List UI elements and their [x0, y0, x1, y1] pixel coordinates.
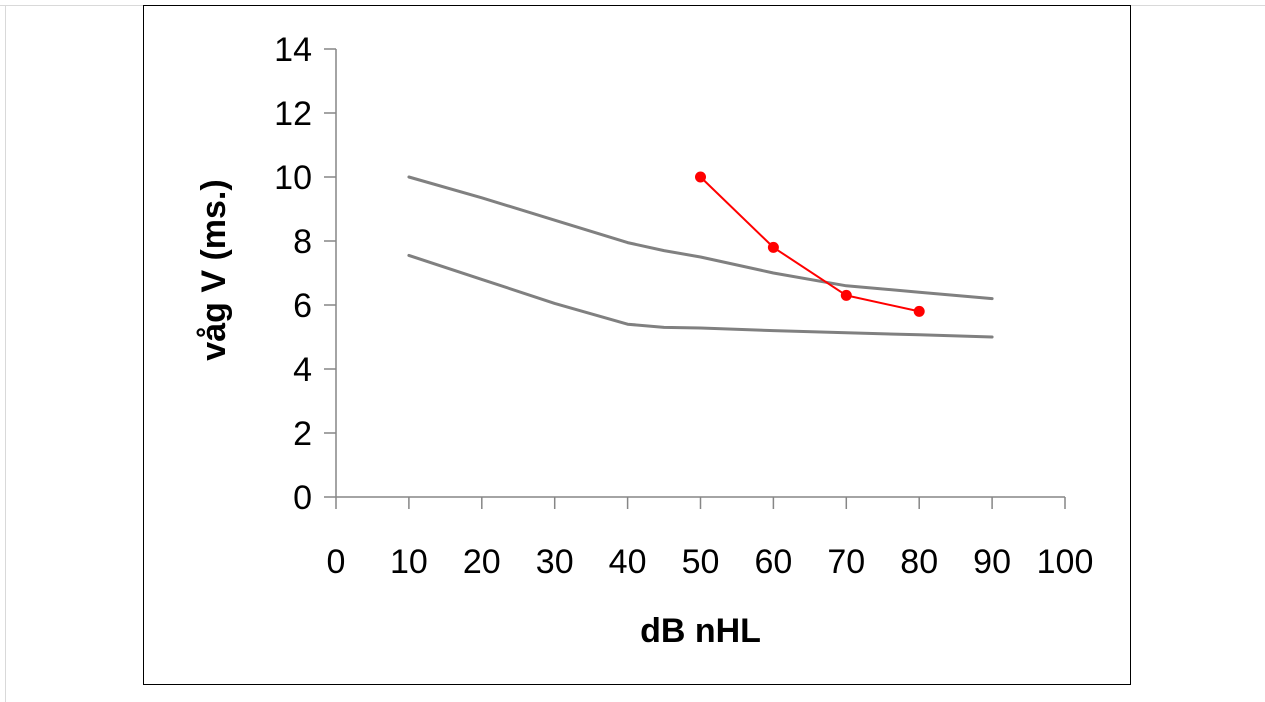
- y-tick-label: 12: [274, 95, 312, 133]
- data-point: [913, 305, 925, 317]
- y-tick-label: 10: [274, 159, 312, 197]
- tick-labels: 0 2 4 6 8 10 12 14 0 10 20 30 40 50 60 70 80 90 100: [274, 31, 1093, 581]
- x-tick-label: 0: [327, 543, 346, 581]
- y-tick-label: 4: [293, 351, 312, 389]
- axes: [324, 48, 1066, 509]
- y-tick-label: 6: [293, 287, 312, 325]
- chart-frame: 0 2 4 6 8 10 12 14 0 10 20 30 40 50 60 70 80 90 100 dB nHL…: [143, 5, 1131, 685]
- x-tick-label: 30: [536, 543, 574, 581]
- series-group: [407, 171, 994, 339]
- data-point: [767, 241, 779, 253]
- series-line-2: [407, 253, 994, 339]
- chart: 0 2 4 6 8 10 12 14 0 10 20 30 40 50 60 70 80 90 100 dB nHL…: [195, 31, 1093, 650]
- y-axis-title: våg V (ms.): [195, 179, 233, 360]
- series-line-3: [699, 176, 921, 313]
- data-point: [695, 171, 706, 183]
- x-tick-label: 90: [973, 543, 1011, 581]
- page-border-left: [5, 5, 6, 702]
- x-tick-label: 60: [754, 543, 792, 581]
- x-tick-label: 50: [682, 543, 720, 581]
- series-line-1: [407, 175, 994, 301]
- x-tick-label: 20: [463, 543, 501, 581]
- x-tick-label: 10: [390, 543, 428, 581]
- x-axis-title: dB nHL: [640, 612, 761, 650]
- y-tick-label: 8: [293, 223, 312, 261]
- x-tick-label: 40: [609, 543, 647, 581]
- x-tick-label: 80: [900, 543, 938, 581]
- data-point: [840, 289, 852, 301]
- y-tick-label: 0: [293, 479, 312, 517]
- x-tick-label: 100: [1037, 543, 1094, 581]
- y-tick-label: 2: [293, 415, 312, 453]
- x-tick-label: 70: [827, 543, 865, 581]
- y-tick-label: 14: [274, 31, 312, 69]
